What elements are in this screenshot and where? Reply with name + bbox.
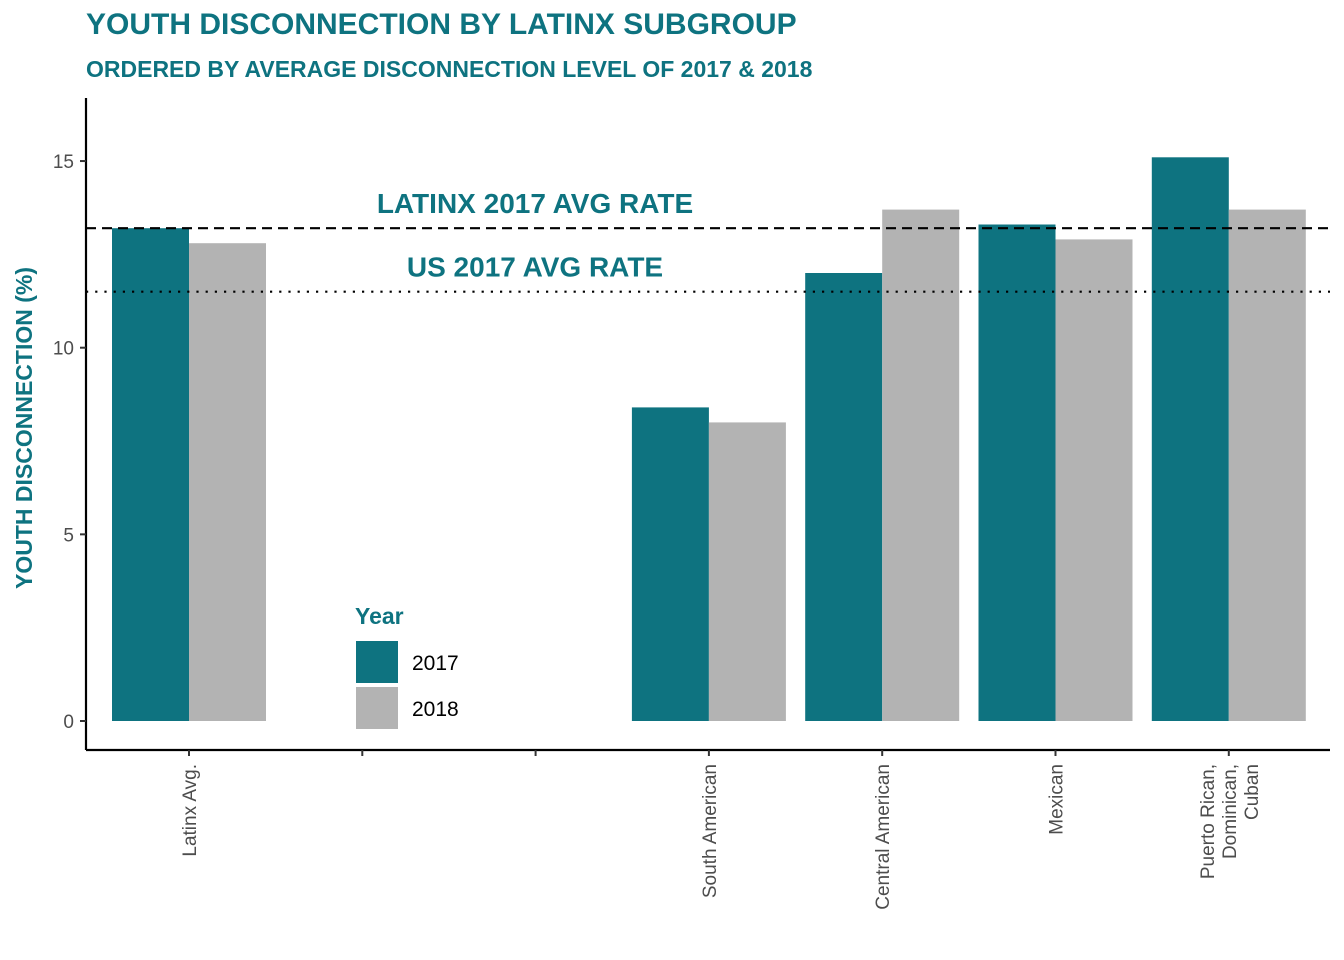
legend-swatch-2017 (356, 641, 398, 683)
bar-2018-0 (189, 243, 266, 721)
bar-2017-0 (112, 228, 189, 721)
y-tick-label-0: 0 (63, 712, 74, 733)
x-tick-label-4: Central American (873, 764, 894, 910)
bar-2018-5 (1055, 239, 1133, 721)
legend-title: Year (355, 603, 404, 629)
chart-subtitle: ORDERED BY AVERAGE DISCONNECTION LEVEL O… (86, 56, 813, 82)
bar-2018-4 (882, 209, 960, 721)
bar-2017-3 (631, 407, 709, 721)
y-tick-label-15: 15 (53, 152, 74, 173)
chart-title: YOUTH DISCONNECTION BY LATINX SUBGROUP (86, 8, 797, 41)
legend-swatch-2018 (356, 687, 398, 729)
refline-label-1: US 2017 AVG RATE (407, 252, 663, 283)
x-tick-label-3: South American (700, 764, 721, 898)
y-tick-label-5: 5 (63, 525, 74, 546)
bar-2018-6 (1228, 209, 1306, 721)
bar-2017-6 (1151, 157, 1229, 722)
bar-2017-4 (805, 273, 883, 721)
y-tick-label-10: 10 (53, 339, 74, 360)
y-axis-label: YOUTH DISCONNECTION (%) (11, 267, 37, 589)
legend-label-2017: 2017 (412, 652, 459, 675)
x-tick-label-0: Latinx Avg. (180, 764, 201, 857)
bar-2017-5 (978, 224, 1056, 721)
refline-label-0: LATINX 2017 AVG RATE (377, 188, 693, 219)
x-tick-label-5: Mexican (1047, 764, 1068, 835)
legend-label-2018: 2018 (412, 698, 459, 721)
bar-2018-3 (708, 422, 786, 721)
x-tick-label-6: Puerto Rican,Dominican,Cuban (1198, 764, 1263, 879)
